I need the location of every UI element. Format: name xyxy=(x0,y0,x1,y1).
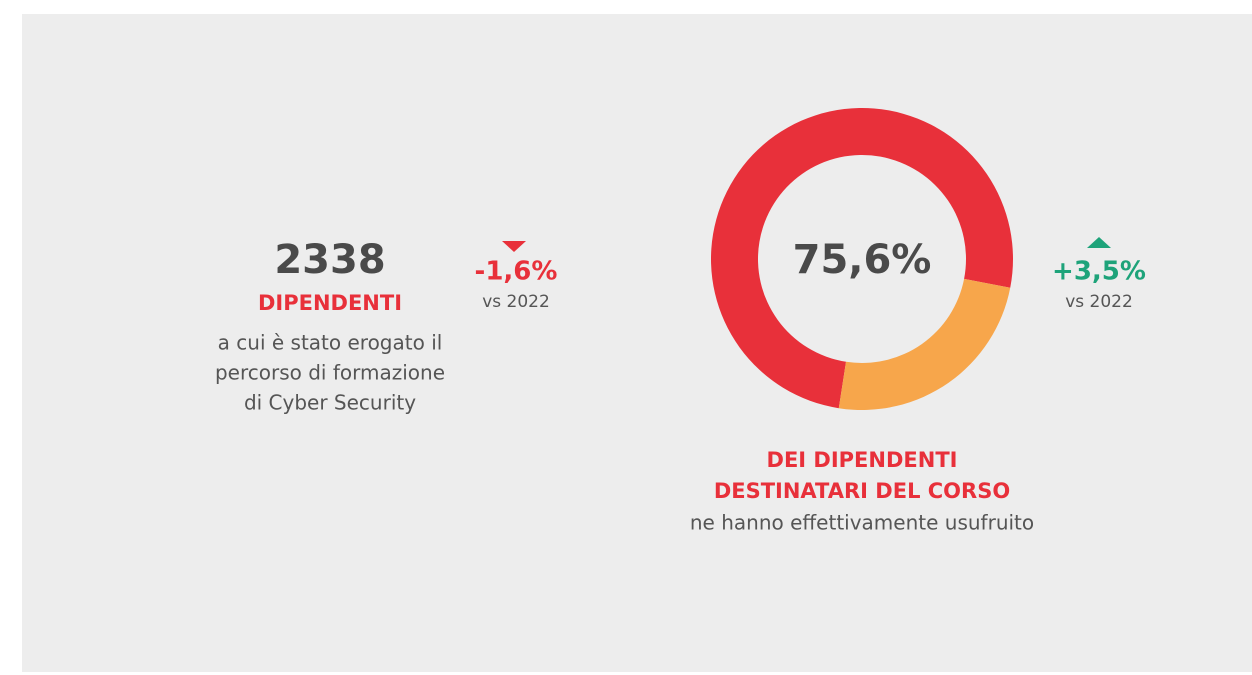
donut xyxy=(711,107,1014,411)
caption-description: ne hanno effettivamente usufruito xyxy=(690,511,1034,535)
down-arrow xyxy=(502,241,526,252)
description-line: percorso di formazione xyxy=(215,361,445,385)
change-value: -1,6% xyxy=(475,257,558,287)
donut-slice xyxy=(711,107,1014,409)
center-label: 75,6% xyxy=(793,237,932,283)
caption-line: DEI DIPENDENTI xyxy=(767,448,958,472)
comparison: vs 2022 xyxy=(1065,292,1133,312)
up-arrow xyxy=(1087,237,1111,248)
donut-slice xyxy=(838,278,1011,411)
change-value: +3,5% xyxy=(1052,257,1146,287)
comparison: vs 2022 xyxy=(482,292,550,312)
description-line: di Cyber Security xyxy=(244,391,416,415)
description-line: a cui è stato erogato il xyxy=(218,331,443,355)
panel xyxy=(22,14,1252,672)
employee-count: 2338 xyxy=(274,237,385,283)
caption-line: DESTINATARI DEL CORSO xyxy=(714,479,1010,503)
employee-label: DIPENDENTI xyxy=(258,291,402,315)
